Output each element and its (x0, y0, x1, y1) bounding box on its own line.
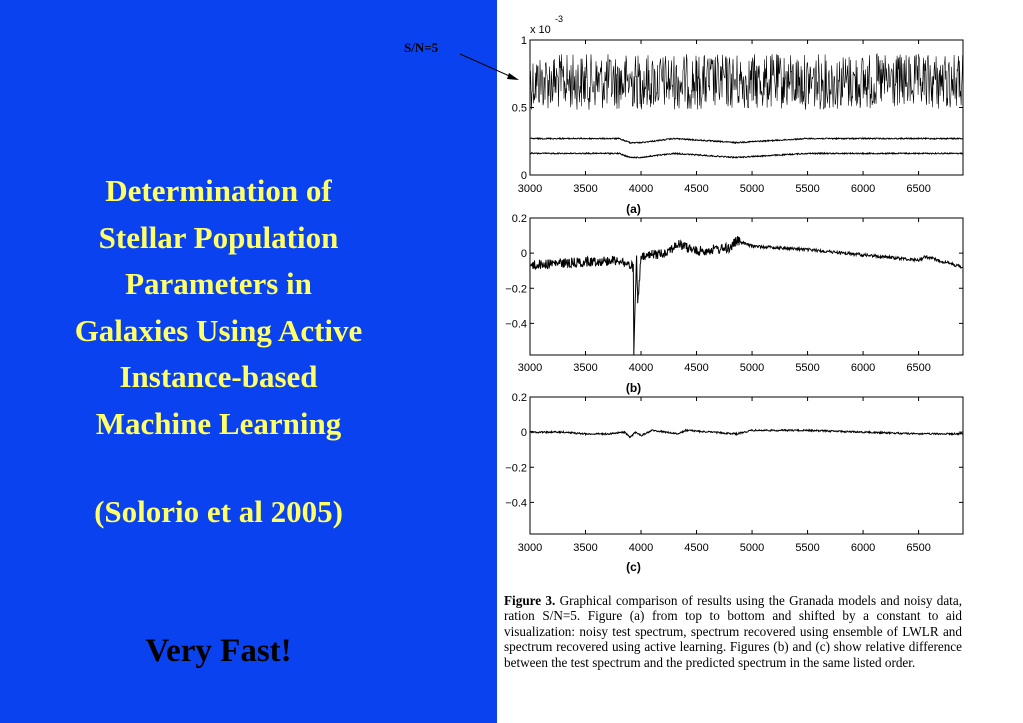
x-tick-label: 5500 (795, 362, 819, 374)
annotation-label: S/N=5 (404, 40, 439, 55)
slide-left-panel (0, 0, 497, 723)
y-tick-label: 0 (521, 170, 527, 182)
x-tick-label: 5000 (740, 542, 764, 554)
y-tick-label: −0.2 (505, 283, 527, 295)
x-tick-label: 6500 (906, 362, 930, 374)
series-line (529, 53, 963, 110)
slide-title: Determination of Stellar Population Para… (0, 168, 437, 447)
x-tick-label: 6000 (851, 362, 875, 374)
x-tick-label: 3500 (573, 362, 597, 374)
x-tick-label: 6500 (906, 183, 930, 195)
plot-frame (529, 396, 964, 535)
annotation-arrow (459, 53, 515, 79)
annotation-arrowhead (507, 73, 519, 80)
x-tick-label: 3000 (518, 542, 542, 554)
figure-caption: Figure 3. Graphical comparison of result… (504, 593, 962, 670)
x-tick-label: 6000 (851, 183, 875, 195)
x-tick-label: 5000 (740, 183, 764, 195)
panel-label: (c) (626, 560, 641, 574)
panel-label: (b) (626, 381, 641, 395)
y-exponent-label: x 10 (530, 24, 551, 36)
caption-label: Figure 3. (504, 593, 556, 608)
tagline: Very Fast! (145, 633, 292, 669)
title-line: Determination of (105, 173, 332, 208)
x-tick-label: 6500 (906, 542, 930, 554)
x-tick-label: 5500 (795, 183, 819, 195)
x-tick-label: 6000 (851, 542, 875, 554)
title-line: Machine Learning (95, 405, 342, 441)
x-tick-label: 4500 (684, 542, 708, 554)
y-tick-label: 0 (521, 427, 527, 439)
y-tick-label: 0.2 (512, 392, 527, 404)
series-line (529, 236, 963, 355)
x-tick-label: 3000 (518, 183, 542, 195)
title-line: Instance-based (119, 359, 318, 394)
title-line: Galaxies Using Active (74, 312, 363, 348)
series-line (529, 136, 963, 145)
series-line (529, 428, 963, 439)
y-tick-label: 0.2 (512, 213, 527, 225)
x-tick-label: 4000 (629, 183, 653, 195)
panel-label: (a) (626, 202, 641, 216)
figure-panel (497, 0, 1023, 723)
title-line: Stellar Population (98, 219, 339, 255)
y-tick-label: −0.2 (505, 462, 527, 474)
title-line: Parameters in (125, 266, 312, 301)
y-exponent-power: -3 (555, 14, 563, 24)
x-tick-label: 4000 (629, 362, 653, 374)
y-tick-label: 0.5 (512, 103, 527, 115)
plot-frame (529, 217, 964, 356)
x-tick-label: 3500 (573, 542, 597, 554)
citation: (Solorio et al 2005) (94, 494, 343, 529)
series-line (529, 151, 964, 159)
y-tick-label: 1 (521, 35, 527, 47)
x-tick-label: 4500 (684, 183, 708, 195)
x-tick-label: 3500 (573, 183, 597, 195)
y-tick-label: −0.4 (505, 318, 527, 330)
caption-text: Graphical comparison of results using th… (504, 593, 962, 670)
x-tick-label: 4000 (629, 542, 653, 554)
x-tick-label: 3000 (518, 362, 542, 374)
x-tick-label: 5000 (740, 362, 764, 374)
y-tick-label: 0 (521, 248, 527, 260)
x-tick-label: 4500 (684, 362, 708, 374)
x-tick-label: 5500 (795, 542, 819, 554)
y-tick-label: −0.4 (505, 497, 527, 509)
